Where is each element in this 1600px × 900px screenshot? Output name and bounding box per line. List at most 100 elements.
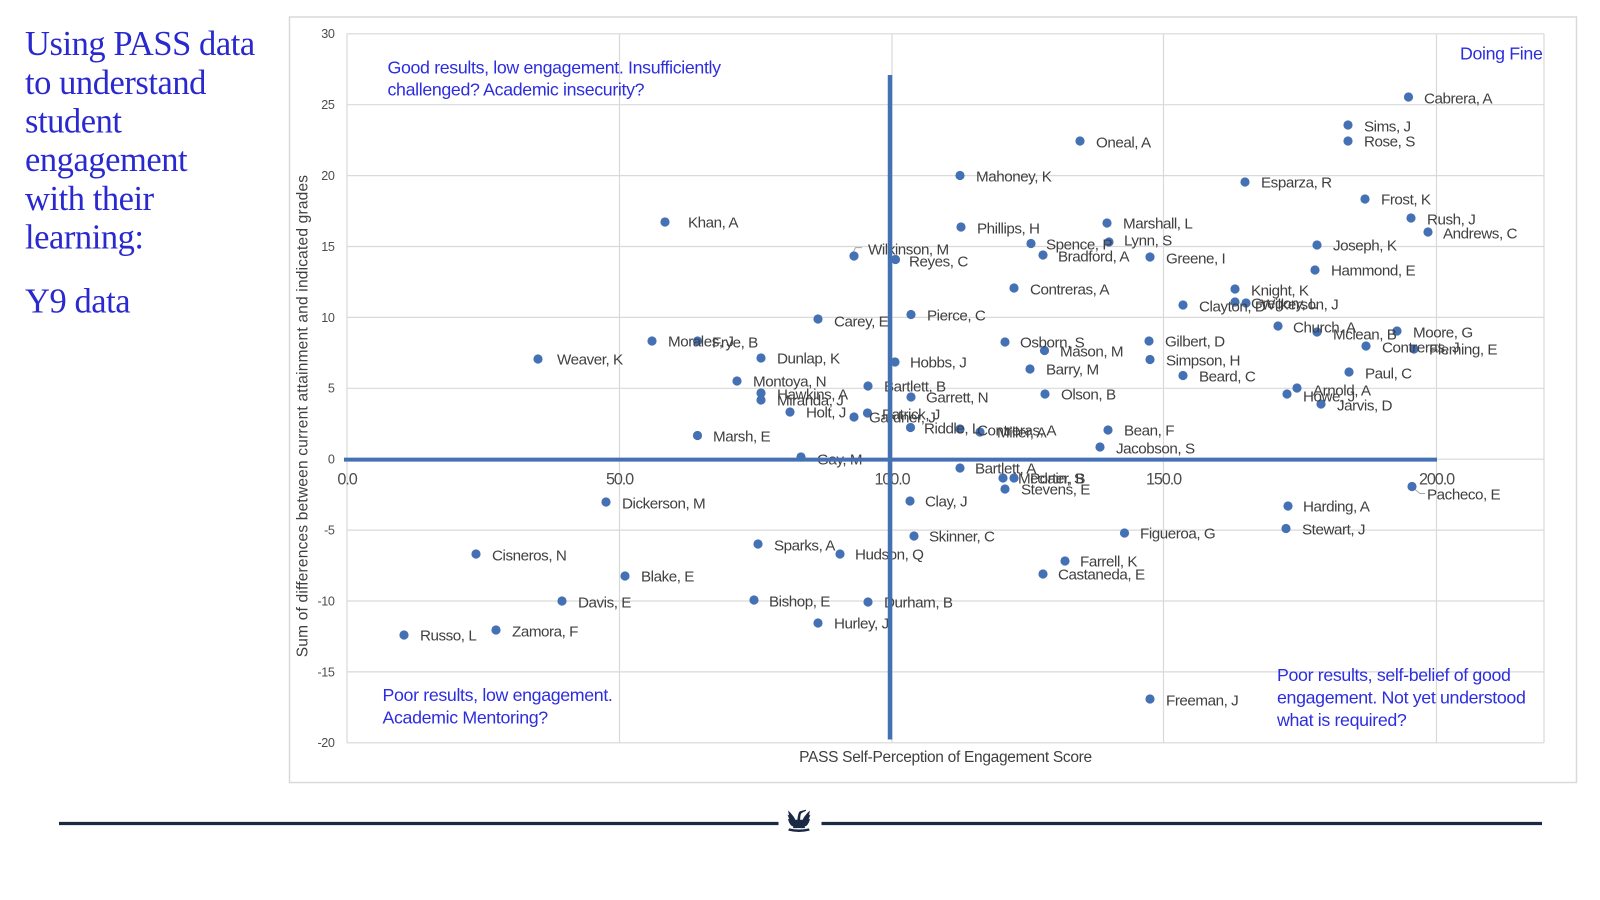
svg-text:Jacobson, S: Jacobson, S (1116, 440, 1195, 457)
svg-text:Marshall, L: Marshall, L (1123, 215, 1192, 232)
svg-text:student: student (25, 103, 122, 141)
svg-text:15: 15 (321, 240, 335, 254)
svg-text:30: 30 (321, 27, 335, 41)
svg-text:Clay, J: Clay, J (925, 493, 967, 510)
svg-text:Using PASS data: Using PASS data (25, 25, 255, 63)
svg-text:Rush, J: Rush, J (1427, 211, 1475, 228)
svg-text:10: 10 (321, 311, 335, 325)
svg-text:what is required?: what is required? (1276, 710, 1407, 730)
svg-text:Miller, A: Miller, A (997, 424, 1047, 441)
svg-text:Bradford, A: Bradford, A (1058, 248, 1130, 265)
svg-text:Good results, low engagement.: Good results, low engagement. Insufficie… (388, 57, 722, 77)
svg-text:Lynn, S: Lynn, S (1124, 232, 1172, 249)
svg-text:Cabrera, A: Cabrera, A (1424, 90, 1493, 107)
svg-text:0: 0 (328, 453, 335, 467)
svg-text:-15: -15 (317, 665, 334, 679)
svg-text:Cisneros, N: Cisneros, N (492, 547, 566, 564)
svg-text:Church, A: Church, A (1293, 319, 1357, 336)
svg-text:200.0: 200.0 (1419, 471, 1455, 489)
svg-text:Fleming, E: Fleming, E (1429, 341, 1497, 358)
svg-text:Harding, A: Harding, A (1303, 498, 1371, 515)
svg-text:Marsh, E: Marsh, E (713, 428, 770, 445)
svg-text:Knight, K: Knight, K (1251, 282, 1309, 299)
svg-text:with their: with their (25, 180, 155, 218)
svg-text:Simpson, H: Simpson, H (1166, 352, 1240, 369)
svg-text:Weaver, K: Weaver, K (557, 351, 623, 368)
svg-text:Gregory, L: Gregory, L (1251, 295, 1317, 312)
svg-text:Pacheco, E: Pacheco, E (1427, 486, 1500, 503)
svg-text:Stevens, E: Stevens, E (1021, 481, 1090, 498)
svg-text:Howe, J: Howe, J (1303, 388, 1355, 405)
svg-text:-5: -5 (324, 524, 335, 538)
svg-text:Joseph, K: Joseph, K (1333, 237, 1397, 254)
svg-text:Y9 data: Y9 data (25, 283, 130, 321)
svg-text:Frost, K: Frost, K (1381, 191, 1431, 208)
svg-text:Freeman, J: Freeman, J (1166, 692, 1238, 709)
svg-text:Hawkins, A: Hawkins, A (777, 386, 849, 403)
svg-text:engagement: engagement (25, 141, 188, 179)
svg-text:Mcclain, S: Mcclain, S (1018, 470, 1084, 487)
svg-text:50.0: 50.0 (606, 471, 634, 489)
svg-text:PASS Self-Perception of Engage: PASS Self-Perception of Engagement Score (799, 749, 1092, 766)
svg-text:25: 25 (321, 98, 335, 112)
svg-text:Academic Mentoring?: Academic Mentoring? (383, 707, 549, 727)
svg-text:Bartlett, B: Bartlett, B (884, 378, 946, 395)
svg-text:Riddle, L: Riddle, L (924, 420, 980, 437)
svg-text:Osborn, S: Osborn, S (1020, 334, 1085, 351)
svg-text:Spence, P: Spence, P (1046, 236, 1112, 253)
svg-text:Moore, G: Moore, G (1413, 324, 1473, 341)
svg-text:Paul, C: Paul, C (1365, 365, 1412, 382)
svg-text:Gardner, J: Gardner, J (869, 409, 935, 426)
svg-text:Mahoney, K: Mahoney, K (976, 168, 1052, 185)
svg-text:150.0: 150.0 (1146, 471, 1182, 489)
svg-text:Poor results, low engagement.: Poor results, low engagement. (383, 685, 613, 705)
svg-text:Bartlett, A: Bartlett, A (975, 460, 1037, 477)
svg-text:Skinner, C: Skinner, C (929, 528, 995, 545)
svg-text:Montoya, N: Montoya, N (753, 373, 826, 390)
svg-text:Blake, E: Blake, E (641, 568, 694, 585)
svg-text:Miranda, J: Miranda, J (777, 392, 843, 409)
svg-text:learning:: learning: (25, 219, 144, 257)
svg-text:Contreras, A: Contreras, A (1030, 281, 1110, 298)
svg-text:Jarvis, D: Jarvis, D (1337, 397, 1392, 414)
svg-text:Olson, B: Olson, B (1061, 386, 1116, 403)
svg-text:Figueroa, G: Figueroa, G (1140, 525, 1215, 542)
svg-text:Castaneda, E: Castaneda, E (1058, 566, 1145, 583)
svg-text:5: 5 (328, 382, 335, 396)
svg-text:Arnold, A: Arnold, A (1313, 382, 1372, 399)
svg-text:Farrell, K: Farrell, K (1080, 553, 1137, 570)
svg-text:Hammond, E: Hammond, E (1331, 262, 1415, 279)
svg-text:Durham, B: Durham, B (884, 594, 953, 611)
svg-text:Frye, B: Frye, B (712, 334, 758, 351)
svg-text:Dickerson, M: Dickerson, M (622, 495, 705, 512)
svg-text:Morales, J: Morales, J (668, 333, 734, 350)
svg-text:Sum of differences between cu: Sum of differences between current attai… (295, 175, 312, 658)
svg-text:Mason, M: Mason, M (1060, 343, 1123, 360)
svg-text:Sims, J: Sims, J (1364, 118, 1411, 135)
svg-text:100.0: 100.0 (874, 471, 910, 489)
svg-text:Hobbs, J: Hobbs, J (910, 354, 966, 371)
svg-text:20: 20 (321, 169, 335, 183)
svg-text:Bishop, E: Bishop, E (769, 593, 830, 610)
svg-text:Bean, F: Bean, F (1124, 422, 1174, 439)
svg-text:Gilbert, D: Gilbert, D (1165, 333, 1225, 350)
svg-text:Mclean, B: Mclean, B (1333, 326, 1397, 343)
svg-text:Esparza, R: Esparza, R (1261, 174, 1332, 191)
svg-text:to understand: to understand (25, 64, 206, 102)
svg-text:Oneal, A: Oneal, A (1096, 134, 1152, 151)
svg-text:Davis, E: Davis, E (578, 594, 631, 611)
svg-text:Garrett, N: Garrett, N (926, 389, 988, 406)
svg-text:Reyes, C: Reyes, C (909, 253, 968, 270)
svg-text:Dunlap, K: Dunlap, K (777, 350, 840, 367)
svg-text:Phillips, H: Phillips, H (977, 220, 1040, 237)
svg-text:Wilkerson, J: Wilkerson, J (1261, 296, 1338, 313)
svg-text:engagement. Not yet understood: engagement. Not yet understood (1277, 688, 1526, 708)
svg-text:Doing Fine: Doing Fine (1460, 44, 1543, 64)
svg-text:Andrews, C: Andrews, C (1443, 225, 1517, 242)
svg-text:-20: -20 (317, 736, 334, 750)
svg-text:Barry, M: Barry, M (1046, 361, 1099, 378)
svg-text:0.0: 0.0 (337, 471, 357, 489)
svg-text:Zamora, F: Zamora, F (512, 623, 578, 640)
svg-text:Sparks, A: Sparks, A (774, 537, 836, 554)
svg-text:Carey, E: Carey, E (834, 313, 889, 330)
